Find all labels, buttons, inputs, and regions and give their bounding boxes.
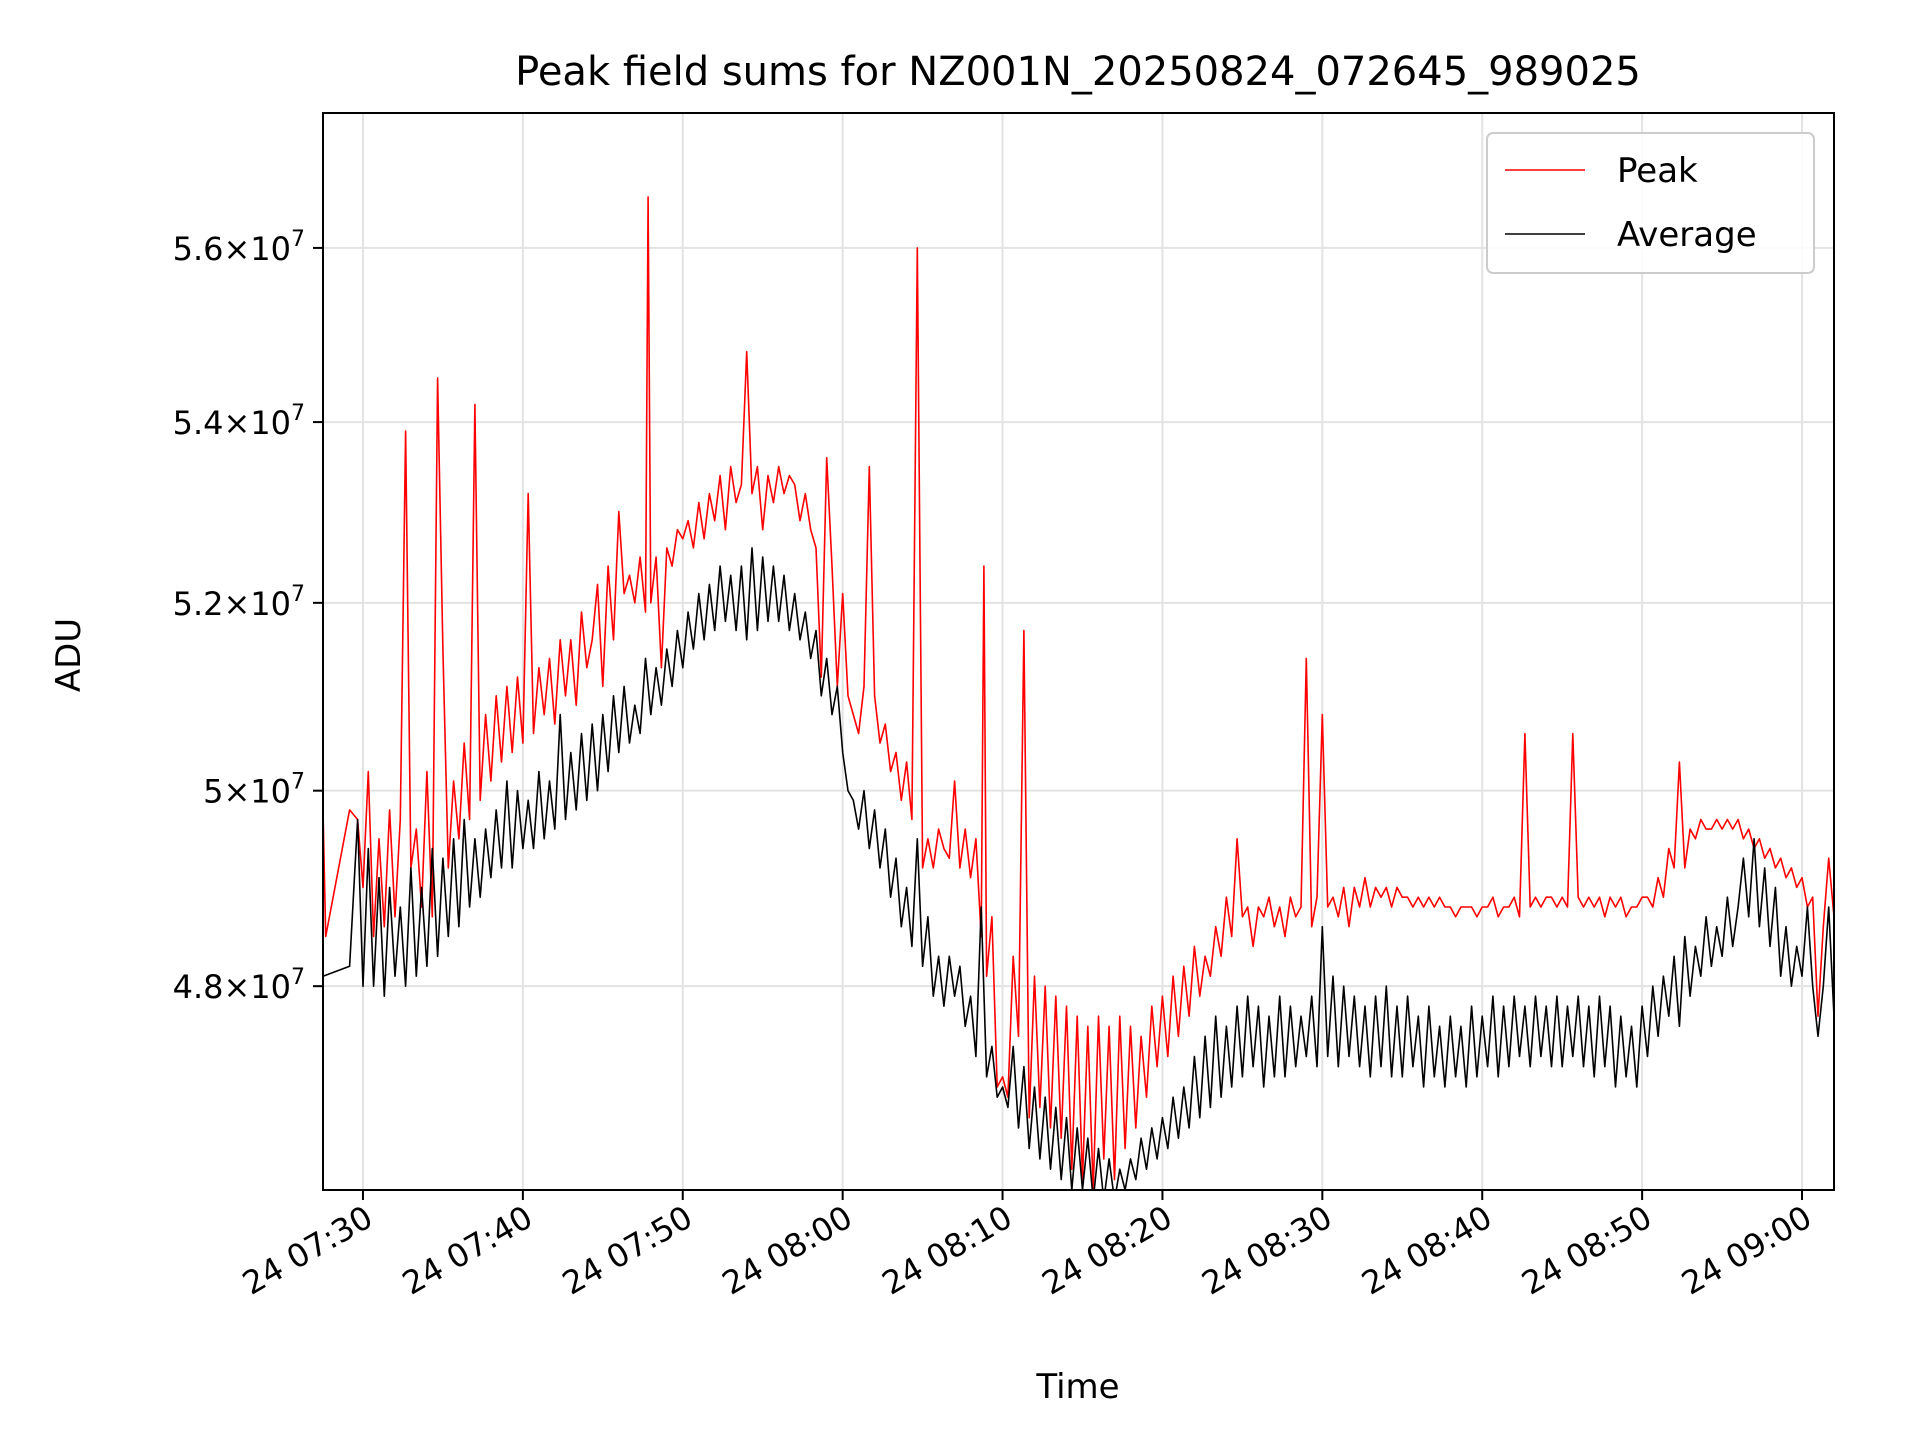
legend-box — [1486, 132, 1815, 274]
y-tick-label: 5.4×107 — [173, 401, 305, 442]
y-tick-mantissa: 5.2 — [173, 585, 224, 623]
y-tick-times: ×10 — [223, 585, 291, 623]
y-tick-label: 4.8×107 — [173, 965, 305, 1006]
series-line-peak — [323, 196, 1834, 1190]
x-axis-title: Time — [1035, 1367, 1119, 1407]
y-tick-times: ×10 — [223, 773, 291, 811]
y-tick-times: ×10 — [223, 404, 291, 442]
y-tick-mantissa: 5.4 — [173, 404, 224, 442]
y-tick-exponent: 7 — [291, 770, 305, 795]
y-tick-mantissa: 4.8 — [173, 968, 224, 1006]
grid — [323, 113, 1834, 1190]
legend: Peak Average — [1486, 132, 1815, 274]
plot-frame — [322, 112, 1835, 1191]
series-line-average — [323, 547, 1834, 1190]
legend-label-peak: Peak — [1617, 151, 1698, 191]
y-tick-label: 5×107 — [203, 770, 305, 811]
series-layer — [323, 196, 1834, 1190]
chart-title: Peak field sums for NZ001N_20250824_0726… — [515, 49, 1641, 95]
y-tick-exponent: 7 — [291, 401, 305, 426]
y-tick-label: 5.6×107 — [173, 227, 305, 268]
y-tick-exponent: 7 — [291, 227, 305, 252]
y-tick-exponent: 7 — [291, 582, 305, 607]
y-tick-mantissa: 5 — [203, 773, 223, 811]
y-tick-exponent: 7 — [291, 965, 305, 990]
y-tick-times: ×10 — [223, 968, 291, 1006]
legend-label-average: Average — [1617, 215, 1757, 255]
y-tick-label: 5.2×107 — [173, 582, 305, 623]
y-axis-title: ADU — [49, 618, 89, 692]
y-tick-times: ×10 — [223, 230, 291, 268]
y-tick-mantissa: 5.6 — [173, 230, 224, 268]
